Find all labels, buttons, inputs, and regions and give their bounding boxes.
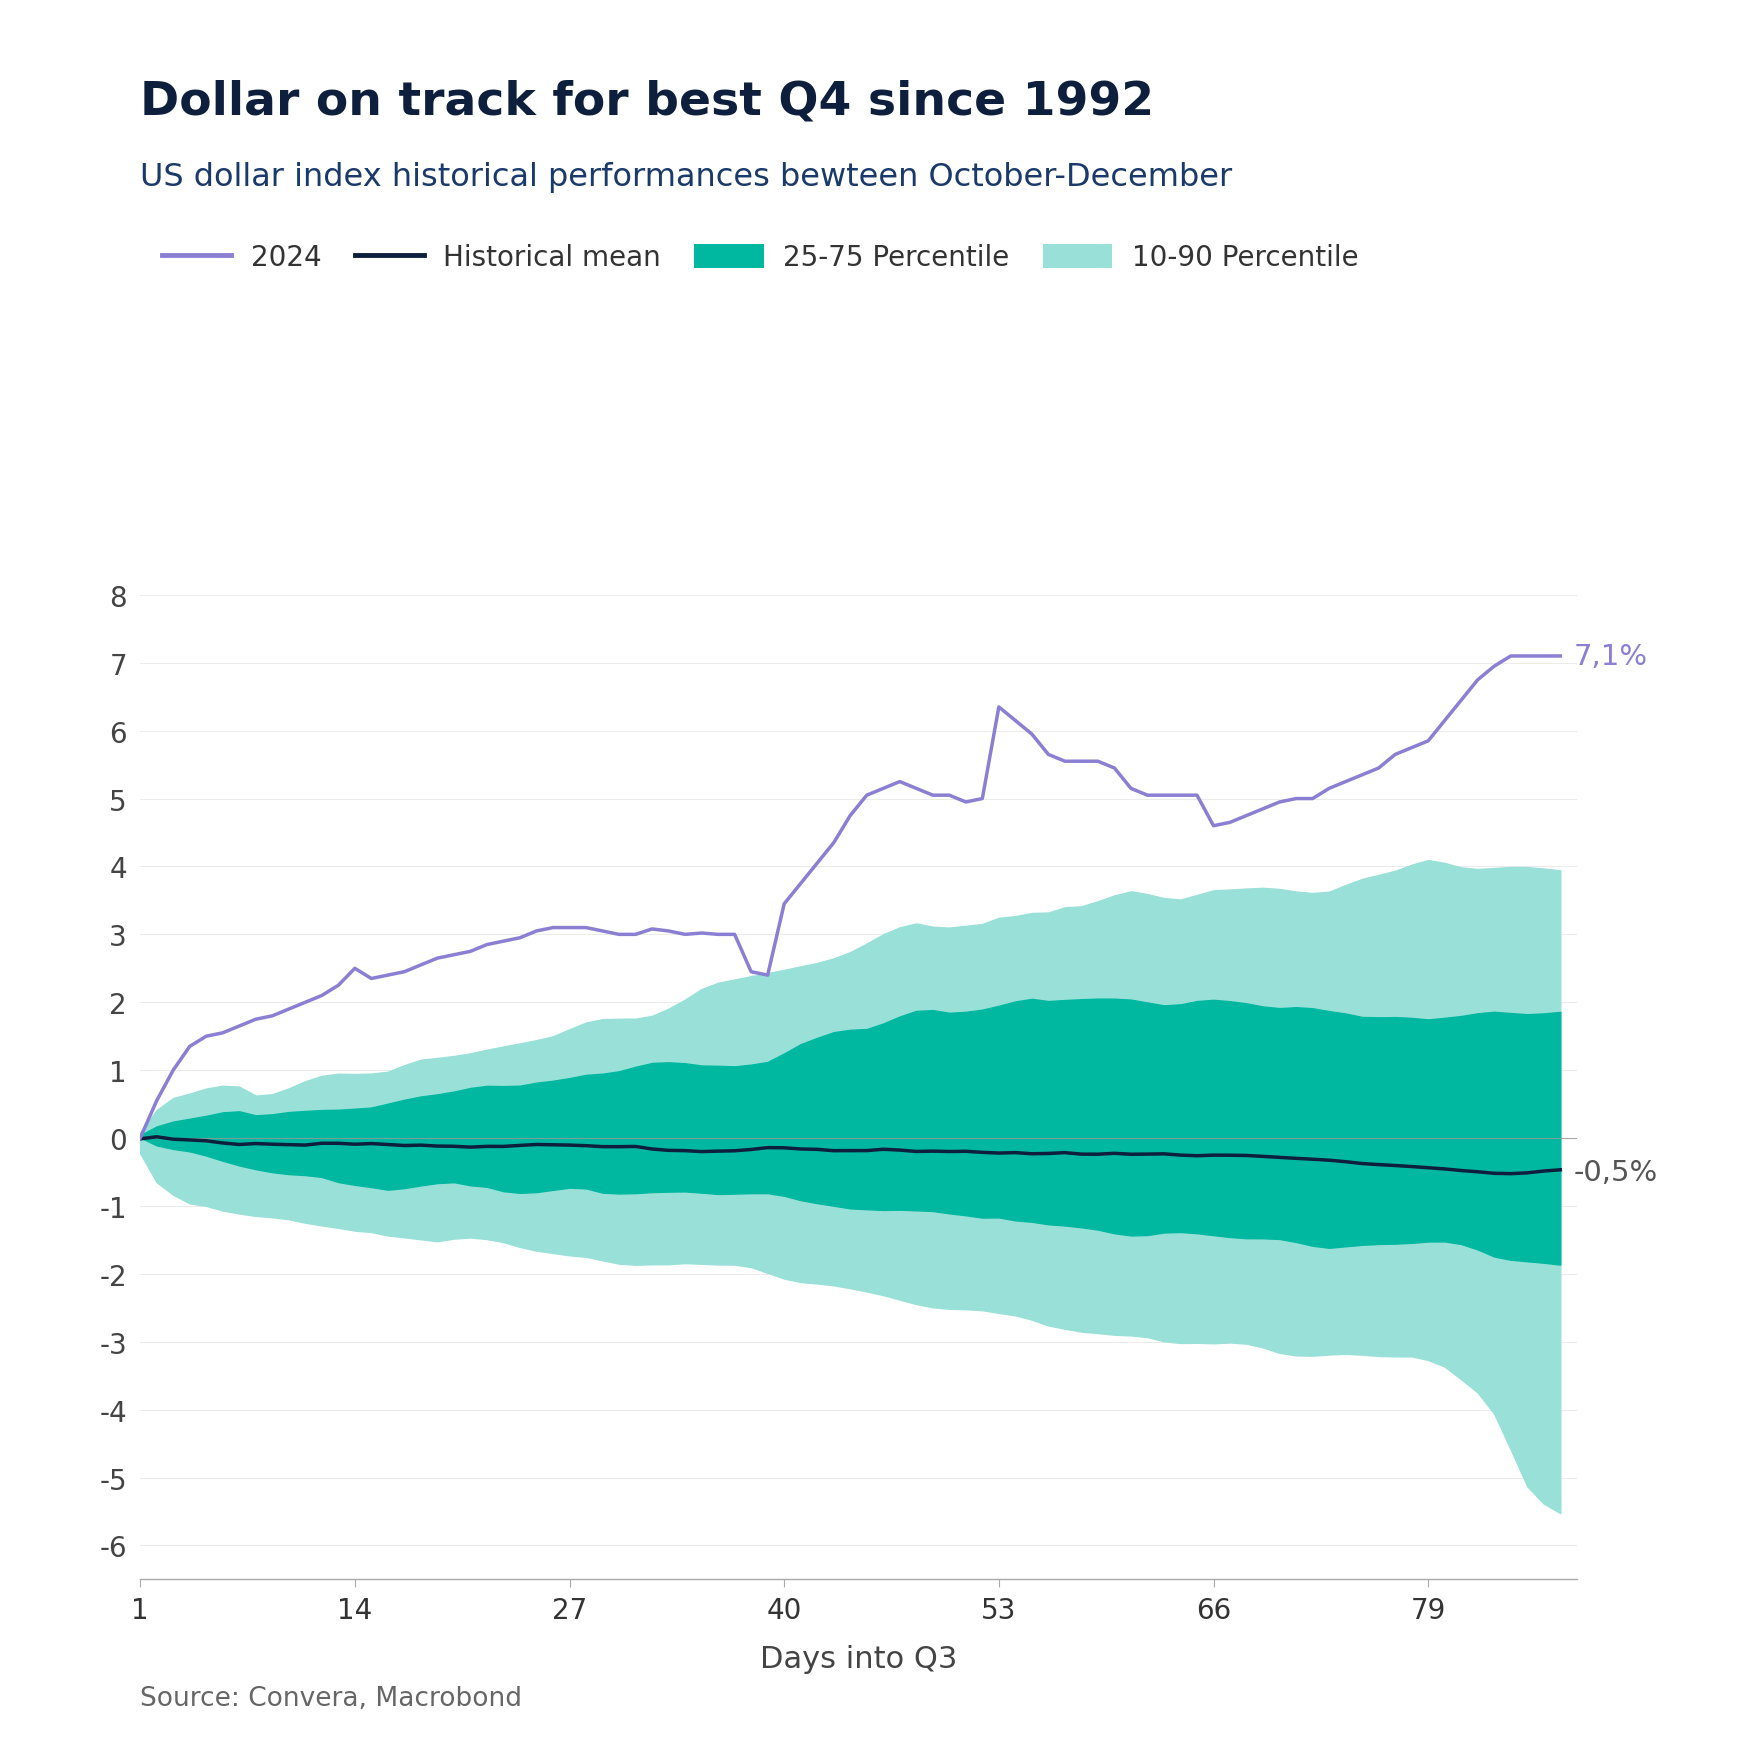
Legend: 2024, Historical mean, 25-75 Percentile, 10-90 Percentile: 2024, Historical mean, 25-75 Percentile,… — [151, 233, 1370, 284]
Text: US dollar index historical performances bewteen October-December: US dollar index historical performances … — [140, 161, 1232, 193]
Text: Dollar on track for best Q4 since 1992: Dollar on track for best Q4 since 1992 — [140, 79, 1155, 125]
X-axis label: Days into Q3: Days into Q3 — [760, 1644, 957, 1673]
Text: 7,1%: 7,1% — [1573, 642, 1647, 670]
Text: -0,5%: -0,5% — [1573, 1158, 1657, 1186]
Text: Source: Convera, Macrobond: Source: Convera, Macrobond — [140, 1685, 522, 1711]
